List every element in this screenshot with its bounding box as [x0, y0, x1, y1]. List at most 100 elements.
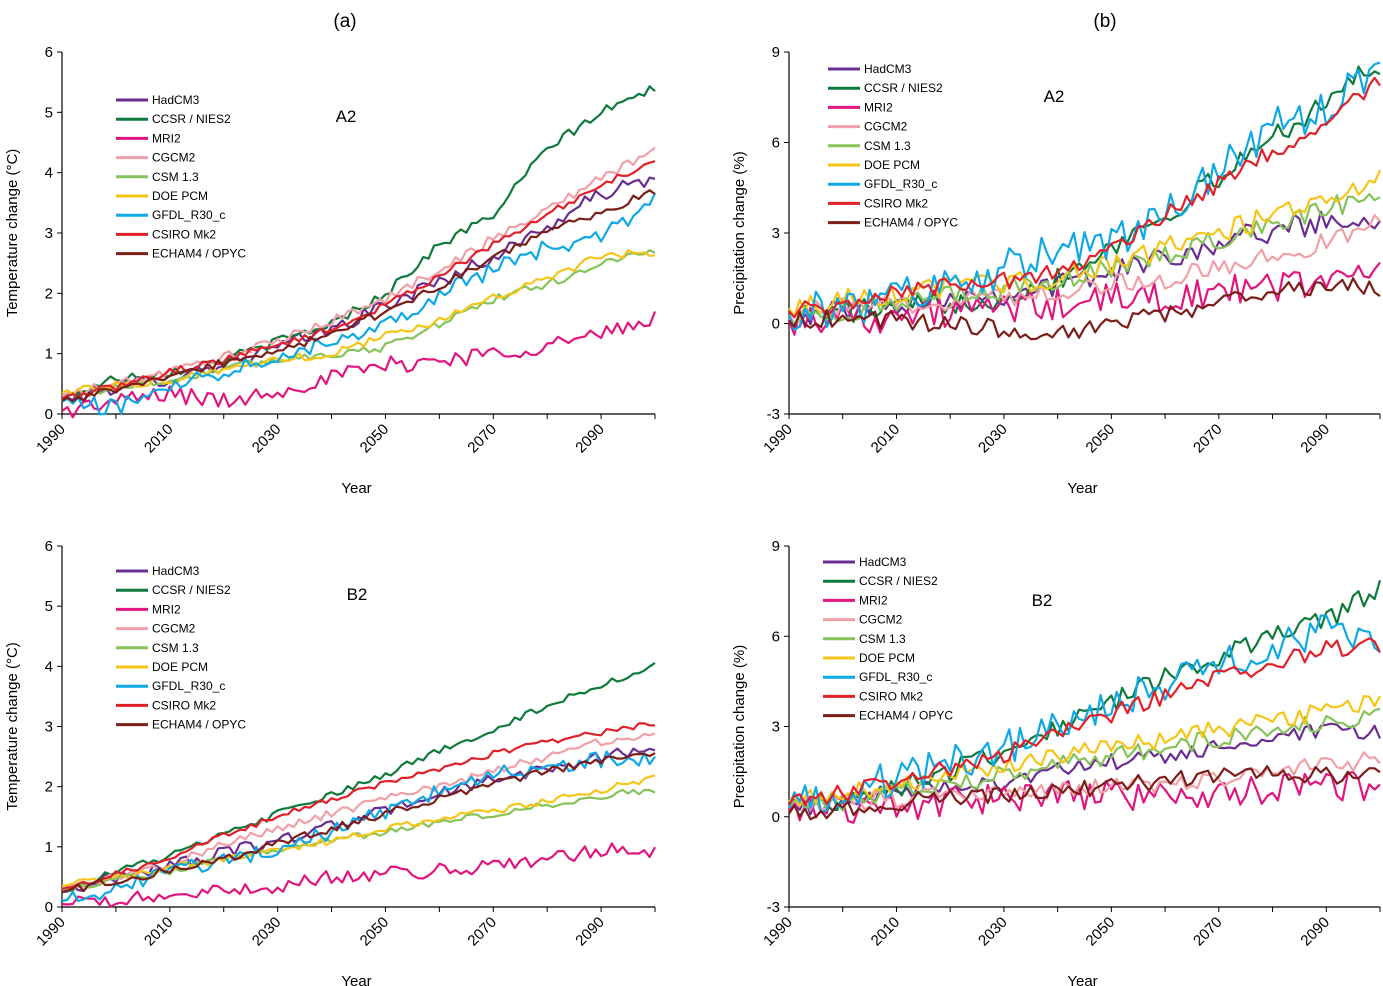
x-tick-label: 1990	[760, 914, 796, 950]
series-line-csiro-mk2	[788, 76, 1381, 319]
series-line-ccsr-nies2	[61, 661, 656, 894]
scenario-label: B2	[1032, 591, 1053, 610]
legend: HadCM3 CCSR / NIES2 MRI2 CGCM2 CSM 1.3 DOE PC…	[116, 564, 246, 732]
series-line-echam4-opyc	[788, 765, 1381, 821]
y-tick-label: -3	[767, 899, 780, 916]
y-tick-label: 2	[45, 285, 53, 302]
legend-label: HadCM3	[152, 564, 200, 578]
x-tick-label: 2030	[249, 421, 285, 457]
legend-label: ECHAM4 / OPYC	[859, 709, 953, 723]
panel-title-a: (a)	[333, 11, 356, 32]
legend-label: HadCM3	[152, 93, 200, 107]
legend-label: HadCM3	[864, 62, 912, 76]
y-tick-label: 3	[45, 225, 53, 242]
series-line-csm-1-3	[788, 707, 1381, 812]
y-axis-title: Temperature change (°C)	[4, 642, 21, 811]
x-axis-title: Year	[341, 480, 371, 497]
y-tick-label: 0	[772, 809, 780, 826]
legend-label: GFDL_R30_c	[859, 670, 932, 684]
legend-label: CSM 1.3	[152, 641, 199, 655]
y-tick-label: 4	[45, 658, 53, 675]
y-tick-label: 6	[45, 44, 53, 61]
scenario-label: B2	[347, 585, 368, 604]
y-tick-label: -3	[767, 406, 780, 423]
legend-label: CSIRO Mk2	[152, 698, 216, 712]
y-axis-title: Precipitation change (%)	[731, 645, 748, 808]
legend-label: MRI2	[152, 602, 181, 616]
legend: HadCM3 CCSR / NIES2 MRI2 CGCM2 CSM 1.3 DOE PC…	[823, 555, 953, 723]
series-line-cgcm2	[788, 751, 1381, 812]
series-line-gfdl-r30-c	[787, 61, 1381, 332]
x-tick-label: 2010	[141, 421, 177, 457]
legend-label: CCSR / NIES2	[864, 81, 943, 95]
x-tick-label: 2090	[572, 914, 608, 950]
chart-temp-a2: 0 1 2 3 4 5 6 1990 2010 2030 2050 2070 2090 Year Tempe…	[4, 44, 657, 497]
legend-label: MRI2	[859, 593, 888, 607]
series-line-mri2	[61, 311, 657, 419]
series-line-csiro-mk2	[61, 722, 656, 891]
legend-label: GFDL_R30_c	[152, 679, 225, 693]
series-line-cgcm2	[61, 146, 656, 397]
y-tick-label: 1	[45, 346, 53, 363]
x-tick-label: 1990	[760, 421, 796, 457]
legend-label: CGCM2	[152, 151, 196, 165]
legend-label: CCSR / NIES2	[859, 574, 938, 588]
x-tick-label: 2070	[1190, 914, 1226, 950]
y-tick-label: 3	[772, 225, 780, 242]
legend-label: CSM 1.3	[864, 139, 911, 153]
series-line-gfdl-r30-c	[61, 192, 656, 416]
legend-label: DOE PCM	[864, 158, 920, 172]
y-tick-label: 4	[45, 165, 53, 182]
x-tick-label: 2050	[1083, 421, 1119, 457]
x-tick-label: 2090	[1297, 421, 1333, 457]
legend-label: CSM 1.3	[152, 170, 199, 184]
series-line-echam4-opyc	[788, 277, 1381, 341]
series-line-doe-pcm	[788, 169, 1382, 318]
legend-label: HadCM3	[859, 555, 907, 569]
legend-label: CSIRO Mk2	[152, 227, 216, 241]
legend-label: CGCM2	[152, 622, 196, 636]
x-tick-label: 2070	[1190, 421, 1226, 457]
y-tick-label: 2	[45, 779, 53, 796]
x-tick-label: 2070	[464, 421, 500, 457]
x-tick-label: 2070	[464, 914, 500, 950]
legend-label: GFDL_R30_c	[152, 208, 225, 222]
legend-label: MRI2	[152, 131, 181, 145]
legend: HadCM3 CCSR / NIES2 MRI2 CGCM2 CSM 1.3 DOE PC…	[116, 93, 246, 261]
scenario-label: A2	[336, 107, 357, 126]
legend-label: ECHAM4 / OPYC	[152, 247, 246, 261]
series-line-hadcm3	[61, 176, 656, 403]
chart-precip-b2: -3 0 3 6 9 1990 2010 2030 2050 2070 2090 Year Precip…	[731, 538, 1382, 986]
y-tick-label: 9	[772, 538, 780, 555]
y-tick-label: 0	[45, 899, 53, 916]
x-tick-label: 2010	[868, 914, 904, 950]
legend-label: CSM 1.3	[859, 632, 906, 646]
legend-label: CSIRO Mk2	[859, 689, 923, 703]
legend-label: DOE PCM	[859, 651, 915, 665]
x-tick-label: 2030	[249, 914, 285, 950]
x-tick-label: 2030	[975, 914, 1011, 950]
legend-label: CSIRO Mk2	[864, 196, 928, 210]
x-tick-label: 1990	[33, 421, 69, 457]
y-axis-title: Precipitation change (%)	[731, 151, 748, 314]
x-axis-title: Year	[341, 973, 371, 986]
series-line-csiro-mk2	[61, 160, 656, 400]
series-line-mri2	[787, 261, 1381, 336]
legend: HadCM3 CCSR / NIES2 MRI2 CGCM2 CSM 1.3 DOE PC…	[828, 62, 958, 230]
chart-temp-b2: 0 1 2 3 4 5 6 1990 2010 2030 2050 2070 2090 Year Tempe…	[4, 538, 656, 986]
series-line-csm-1-3	[61, 249, 656, 400]
x-axis-title: Year	[1067, 480, 1097, 497]
y-tick-label: 5	[45, 598, 53, 615]
legend-label: DOE PCM	[152, 660, 208, 674]
x-tick-label: 2090	[1297, 914, 1333, 950]
legend-label: GFDL_R30_c	[864, 177, 937, 191]
x-tick-label: 2010	[868, 421, 904, 457]
scenario-label: A2	[1044, 87, 1065, 106]
legend-label: CGCM2	[864, 120, 908, 134]
y-tick-label: 6	[772, 628, 780, 645]
y-tick-label: 6	[45, 538, 53, 555]
x-tick-label: 2050	[357, 421, 393, 457]
legend-label: CCSR / NIES2	[152, 112, 231, 126]
y-tick-label: 0	[45, 406, 53, 423]
series-line-cgcm2	[61, 732, 656, 891]
